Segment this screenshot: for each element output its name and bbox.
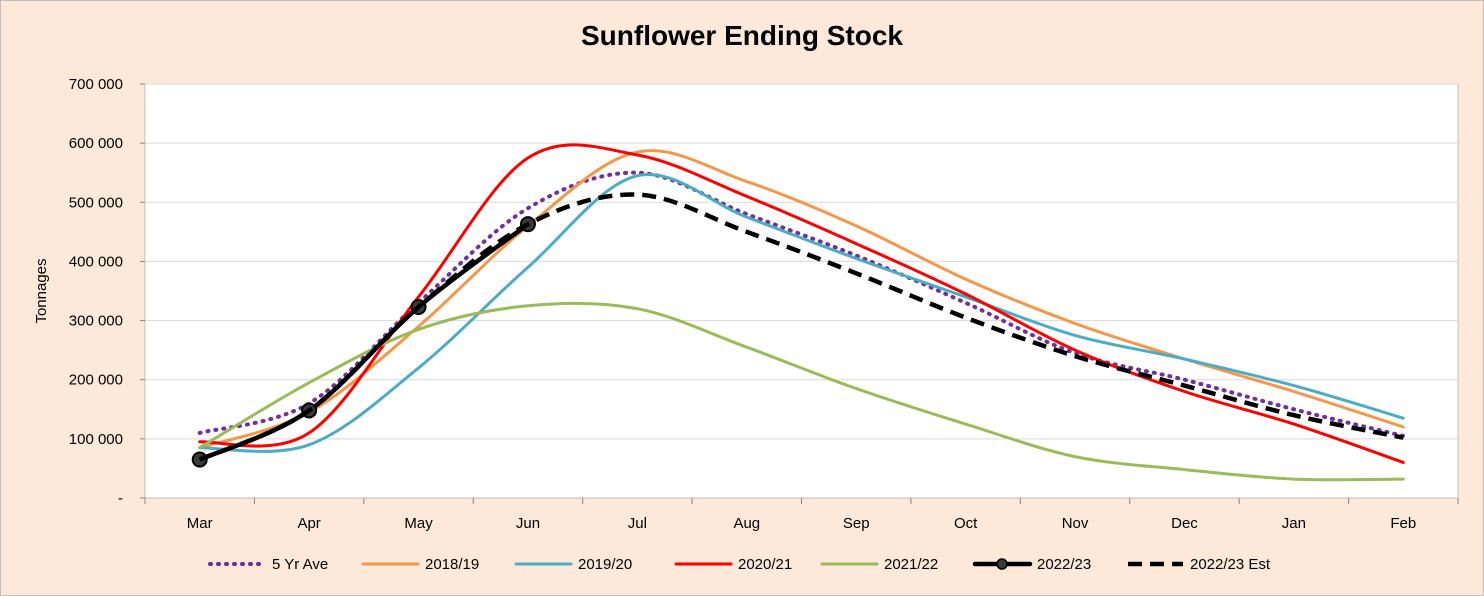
x-tick-label: Oct <box>954 515 978 532</box>
legend-label: 2018/19 <box>425 556 479 573</box>
y-tick-label: 600 000 <box>69 135 123 152</box>
x-tick-label: Feb <box>1390 515 1416 532</box>
x-tick-label: Jul <box>628 515 647 532</box>
x-tick-label: Jun <box>516 515 540 532</box>
y-tick-label: 400 000 <box>69 253 123 270</box>
x-tick-label: Apr <box>297 515 320 532</box>
plot-area <box>144 83 1459 499</box>
x-tick-label: Mar <box>187 515 213 532</box>
legend-label: 2021/22 <box>884 556 938 573</box>
y-tick-label: 700 000 <box>69 76 123 93</box>
y-tick-label: 100 000 <box>69 431 123 448</box>
legend-label: 2022/23 <box>1037 556 1091 573</box>
y-axis-label: Tonnages <box>33 258 50 323</box>
legend-label: 2020/21 <box>738 556 792 573</box>
legend-label: 5 Yr Ave <box>272 556 328 573</box>
x-tick-label: Jan <box>1282 515 1306 532</box>
series-line <box>198 301 1405 482</box>
series-line <box>198 192 1404 462</box>
y-tick-label: 200 000 <box>69 372 123 389</box>
legend-label: 2022/23 Est <box>1190 556 1271 573</box>
x-tick-label: Sep <box>843 515 870 532</box>
x-tick-label: Aug <box>733 515 760 532</box>
x-tick-label: Nov <box>1062 515 1089 532</box>
chart-title: Sunflower Ending Stock <box>580 20 903 51</box>
y-tick-label: - <box>118 490 123 507</box>
legend-label: 2019/20 <box>578 556 632 573</box>
series-line <box>198 172 1405 453</box>
y-tick-label: 300 000 <box>69 313 123 330</box>
x-tick-label: May <box>404 515 433 532</box>
legend-marker <box>996 558 1008 570</box>
y-tick-label: 500 000 <box>69 194 123 211</box>
x-tick-label: Dec <box>1171 515 1198 532</box>
